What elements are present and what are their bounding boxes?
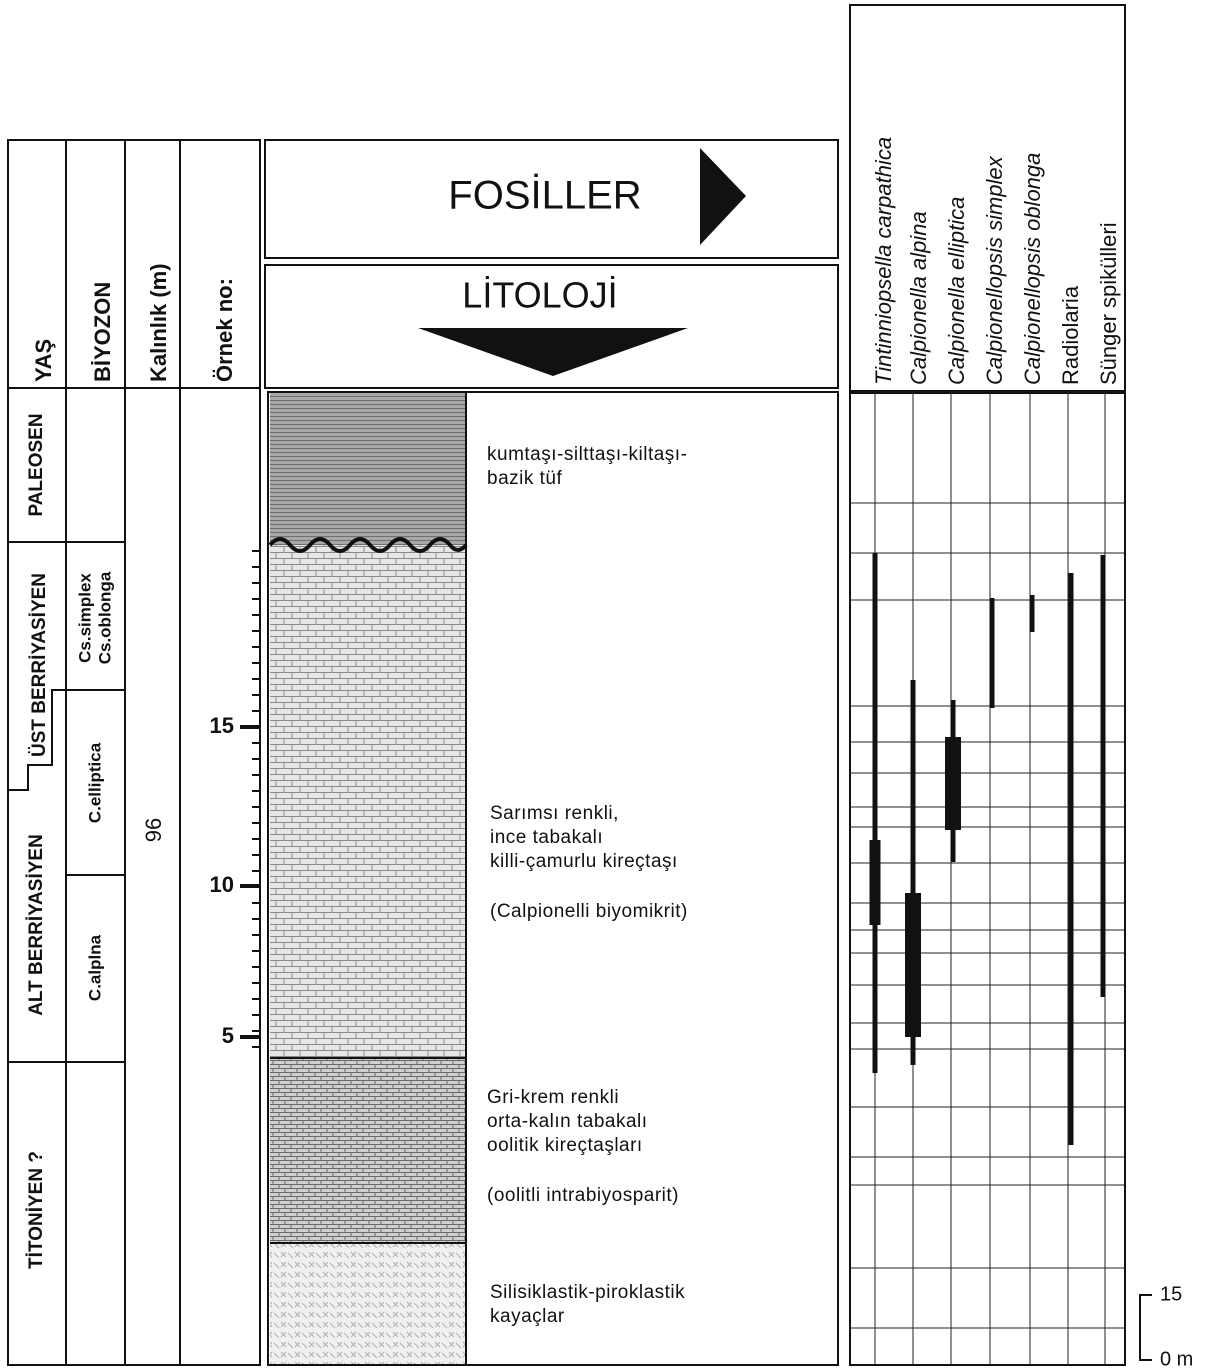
volcaniclastic-unit — [270, 1243, 466, 1364]
clastic-unit — [270, 393, 466, 545]
lithology-note: (oolitli intrabiyosparit) — [487, 1185, 679, 1206]
column-header: BİYOZON — [90, 282, 115, 382]
scale-label: 0 m — [1160, 1348, 1193, 1370]
column-header: Örnek no: — [212, 278, 237, 382]
column-header: YAŞ — [31, 339, 56, 382]
fossil-name: Calpionellopsis oblonga — [1020, 153, 1045, 385]
fossil-name: Calpionellopsis simplex — [982, 155, 1007, 385]
limestone-unit — [270, 545, 466, 1058]
lithology-text: orta-kalın tabakalı — [487, 1111, 648, 1132]
fossils-header: FOSİLLER — [448, 173, 641, 218]
age-label: ÜST BERRİYASİYEN — [29, 573, 50, 757]
down-arrow — [418, 328, 688, 376]
sample-tick-label: 10 — [210, 872, 234, 897]
sample-tick-label: 5 — [222, 1023, 234, 1048]
fossil-name: Sünger spikülleri — [1096, 222, 1121, 385]
sample-ticks — [240, 551, 260, 1047]
age-label: ALT BERRİYASİYEN — [26, 834, 47, 1016]
fossil-name: Calpionella elliptica — [944, 197, 969, 385]
fossil-ranges — [875, 553, 1103, 1145]
lithology-text: kumtaşı-silttaşı-kiltaşı- — [487, 444, 687, 465]
lithology-text: Silisiklastik-piroklastik — [490, 1282, 685, 1303]
fossil-name: Radiolaria — [1058, 285, 1083, 385]
fossil-name: Tintinniopsella carpathica — [871, 137, 896, 385]
fossil-grid — [850, 392, 1125, 1365]
lithology-text: killi-çamurlu kireçtaşı — [490, 851, 678, 872]
lithology-header: LİTOLOJİ — [462, 275, 617, 316]
scale-bar — [1140, 1295, 1152, 1360]
lithology-text: bazik tüf — [487, 468, 562, 489]
age-label: PALEOSEN — [26, 413, 47, 516]
lithology-text: ince tabakalı — [490, 827, 603, 848]
stratigraphic-section: YAŞ BİYOZON Kalınlık (m) Örnek no: PALEO… — [0, 0, 1215, 1371]
biozone-label: Cs.simplex — [75, 573, 94, 663]
column-header: Kalınlık (m) — [146, 263, 171, 382]
age-label: TİTONİYEN ? — [26, 1151, 47, 1269]
oolitic-unit — [270, 1058, 466, 1243]
biozone-label: C.elliptica — [85, 742, 104, 823]
lithology-note: (Calpionelli biyomikrit) — [490, 901, 688, 922]
right-arrow — [700, 148, 746, 245]
thickness-value: 96 — [141, 818, 166, 842]
lithology-text: oolitik kireçtaşları — [487, 1135, 643, 1156]
lithology-text: Sarımsı renkli, — [490, 803, 619, 824]
scale-label: 15 — [1160, 1283, 1182, 1305]
biozone-label: Cs.oblonga — [95, 571, 114, 664]
sample-tick-label: 15 — [210, 713, 234, 738]
biozone-label: C.alplna — [85, 934, 104, 1001]
lithology-text: Gri-krem renkli — [487, 1087, 619, 1108]
lithology-text: kayaçlar — [490, 1306, 565, 1327]
fossil-name: Calpionella alpina — [906, 211, 931, 385]
